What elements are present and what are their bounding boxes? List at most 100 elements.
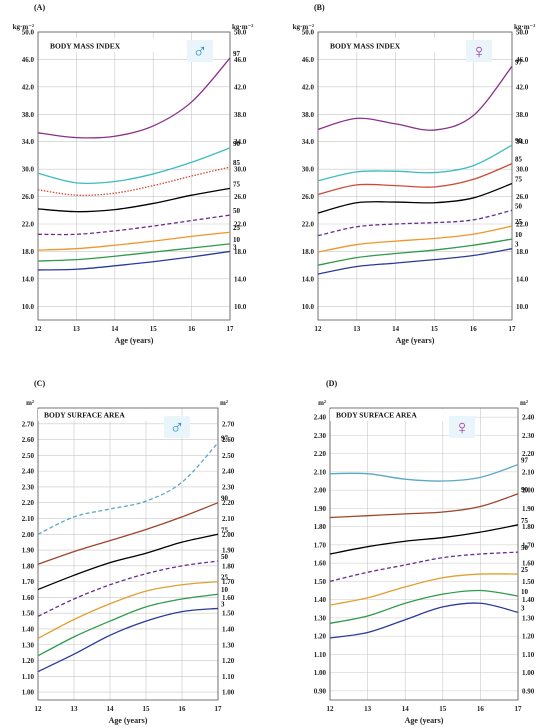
panel-d: 0.90 0.90 1.00 1.00 1.10 1.10 1.20 1.20 1.30 1.30… (314, 379, 535, 725)
y-tick-label-left: 46.0 (22, 56, 35, 64)
x-tick-label: 13 (364, 705, 372, 713)
y-unit-right: m² (220, 399, 228, 407)
y-tick-label-left: 10.0 (302, 303, 315, 311)
y-tick-label-right: 2.20 (522, 450, 535, 458)
x-tick-label: 14 (402, 705, 410, 713)
y-tick-label-right: 2.20 (222, 499, 235, 507)
percentile-label-97: 97 (521, 457, 529, 465)
y-tick-label-right: 2.30 (522, 432, 535, 440)
x-tick-label: 14 (111, 325, 119, 333)
series-line-p50 (37, 560, 219, 617)
series-line-p75 (317, 182, 513, 214)
x-tick-label: 17 (215, 705, 223, 713)
series-line-p3 (329, 602, 519, 639)
percentile-label-50: 50 (233, 207, 241, 215)
y-tick-label-left: 18.0 (22, 248, 35, 256)
percentile-label-10: 10 (221, 586, 229, 594)
y-tick-label-right: 26.0 (516, 193, 529, 201)
y-tick-label-right: 1.00 (222, 689, 235, 697)
series-line-p3 (37, 607, 219, 673)
series-line-p90 (317, 144, 513, 182)
panel-label: (B) (314, 3, 325, 12)
y-tick-label-left: 2.50 (22, 452, 35, 460)
y-tick-label-left: 1.30 (22, 641, 35, 649)
y-tick-label-left: 1.00 (22, 689, 35, 697)
y-tick-label-left: 2.40 (22, 468, 35, 476)
series-line-p10 (329, 589, 519, 624)
series-line-p90 (37, 147, 231, 185)
y-tick-label-right: 46.0 (234, 56, 247, 64)
y-tick-label-left: 2.20 (314, 450, 327, 458)
series-line-p3 (317, 248, 513, 275)
series-line-p75 (329, 524, 519, 555)
series-line-p25 (329, 573, 519, 606)
series-line-p25 (37, 580, 219, 640)
y-tick-label-left: 2.10 (22, 515, 35, 523)
y-tick-label-right: 14.0 (516, 275, 529, 283)
percentile-label-25: 25 (515, 218, 523, 226)
y-tick-label-left: 22.0 (302, 221, 315, 229)
percentile-label-3: 3 (521, 604, 525, 612)
percentile-label-10: 10 (521, 588, 529, 596)
y-tick-label-left: 1.90 (314, 505, 327, 513)
y-unit-left: m² (26, 399, 34, 407)
y-tick-label-right: 1.90 (522, 505, 535, 513)
y-tick-label-left: 34.0 (22, 138, 35, 146)
y-tick-label-left: 14.0 (22, 275, 35, 283)
x-tick-label: 15 (431, 325, 439, 333)
y-tick-label-left: 1.10 (22, 673, 35, 681)
series-line-p97 (37, 57, 231, 139)
percentile-label-10: 10 (515, 231, 523, 239)
y-tick-label-left: 38.0 (22, 111, 35, 119)
x-tick-label: 17 (509, 325, 517, 333)
symbol-box (187, 40, 213, 62)
y-tick-label-left: 26.0 (302, 193, 315, 201)
y-tick-label-right: 50.0 (516, 29, 529, 37)
y-tick-label-left: 1.50 (314, 578, 327, 586)
y-tick-label-right: 1.80 (522, 523, 535, 531)
y-tick-label-right: 1.20 (222, 657, 235, 665)
percentile-label-3: 3 (221, 600, 225, 608)
y-tick-label-left: 1.70 (314, 541, 327, 549)
y-tick-label-right: 2.00 (222, 531, 235, 539)
percentile-label-75: 75 (521, 517, 529, 525)
sex-symbol-icon: ♀ (455, 417, 470, 439)
y-tick-label-left: 18.0 (302, 248, 315, 256)
x-tick-label: 13 (71, 705, 79, 713)
panel-title: BODY MASS INDEX (50, 42, 121, 51)
series-line-p50 (37, 214, 231, 236)
y-tick-label-left: 14.0 (302, 275, 315, 283)
y-tick-label-right: 30.0 (516, 166, 529, 174)
series-line-p97 (317, 65, 513, 131)
y-tick-label-left: 2.10 (314, 468, 327, 476)
y-tick-label-right: 2.10 (222, 515, 235, 523)
y-tick-label-left: 2.30 (314, 432, 327, 440)
panel-c: 1.00 1.00 1.10 1.10 1.20 1.20 1.30 1.30 1.40 1.40… (22, 379, 235, 725)
y-tick-label-left: 2.40 (314, 414, 327, 422)
y-tick-label-right: 2.40 (522, 414, 535, 422)
y-tick-label-left: 38.0 (302, 111, 315, 119)
y-tick-label-left: 22.0 (22, 221, 35, 229)
series-line-p90 (329, 493, 519, 519)
y-tick-label-left: 1.80 (314, 523, 327, 531)
y-tick-label-right: 42.0 (234, 83, 247, 91)
series-line-p50 (329, 551, 519, 583)
y-tick-label-right: 1.20 (522, 633, 535, 641)
y-tick-label-left: 1.20 (314, 633, 327, 641)
percentile-label-90: 90 (515, 137, 523, 145)
y-tick-label-right: 1.80 (222, 562, 235, 570)
series-line-p50 (317, 209, 513, 237)
y-tick-label-left: 1.60 (314, 560, 327, 568)
y-tick-label-right: 22.0 (234, 221, 247, 229)
series-line-p75 (37, 533, 219, 591)
y-tick-label-left: 2.30 (22, 483, 35, 491)
y-unit-right: kg·m⁻² (514, 23, 535, 31)
series-line-p85 (317, 163, 513, 196)
percentile-label-50: 50 (515, 202, 523, 210)
x-tick-label: 17 (227, 325, 235, 333)
y-tick-label-right: 1.00 (522, 669, 535, 677)
symbol-box (449, 416, 475, 438)
y-tick-label-left: 1.70 (22, 578, 35, 586)
series-line-p97 (37, 442, 219, 535)
y-tick-label-right: 34.0 (234, 138, 247, 146)
